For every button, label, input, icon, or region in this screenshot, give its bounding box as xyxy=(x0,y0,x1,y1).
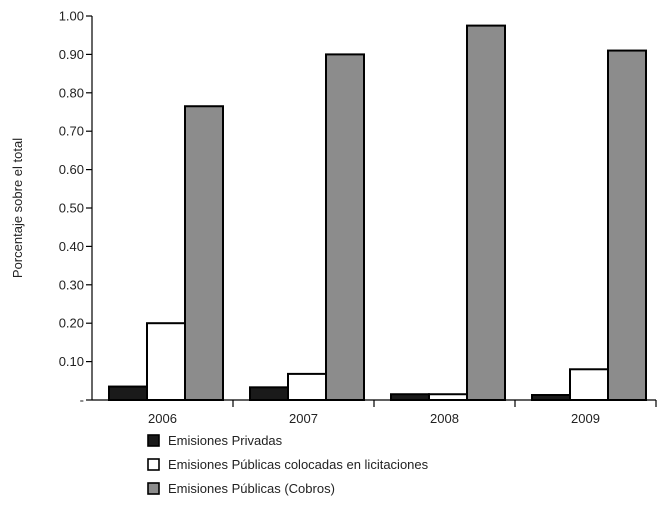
bar-emisiones-p-blicas-cobros--2008 xyxy=(466,24,506,401)
y-axis-title: Porcentaje sobre el total xyxy=(10,138,25,278)
y-axis-ticks: - 0.10 0.20 0.30 0.40 0.50 0.60 0.70 0.80 0.90 1.0… xyxy=(59,9,92,408)
y-tick-label: 0.60 xyxy=(59,162,84,177)
x-tick-label: 2006 xyxy=(148,411,177,426)
legend-swatch xyxy=(147,482,160,495)
bar-emisiones-privadas-2006 xyxy=(108,385,148,401)
bar-emisiones-p-blicas-colocadas-en-licitaciones-2007 xyxy=(287,372,327,401)
y-tick-label: 0.80 xyxy=(59,85,84,100)
y-tick-label: 0.20 xyxy=(59,316,84,331)
legend-label: Emisiones Públicas (Cobros) xyxy=(168,481,335,496)
bar-emisiones-p-blicas-cobros--2006 xyxy=(184,105,224,402)
legend-swatch xyxy=(147,458,160,471)
x-axis-ticks: 2006 2007 2008 2009 xyxy=(148,400,657,426)
x-tick-label: 2008 xyxy=(430,411,459,426)
bar-emisiones-p-blicas-cobros--2007 xyxy=(325,53,365,402)
y-tick-label: 0.50 xyxy=(59,201,84,216)
bar-emisiones-privadas-2007 xyxy=(249,386,289,402)
bar-emisiones-p-blicas-cobros--2009 xyxy=(607,49,647,402)
bars xyxy=(108,24,647,402)
legend: Emisiones Privadas Emisiones Públicas col… xyxy=(147,433,429,496)
y-tick-label: 0.70 xyxy=(59,124,84,139)
y-tick-label: 0.40 xyxy=(59,239,84,254)
legend-swatch xyxy=(147,434,160,447)
legend-label: Emisiones Públicas colocadas en licitaci… xyxy=(168,457,429,472)
y-tick-label: 0.30 xyxy=(59,277,84,292)
bar-emisiones-privadas-2008 xyxy=(390,393,430,401)
bar-emisiones-p-blicas-colocadas-en-licitaciones-2009 xyxy=(569,368,609,401)
x-tick-label: 2007 xyxy=(289,411,318,426)
y-tick-label: 0.90 xyxy=(59,47,84,62)
y-tick-label: 1.00 xyxy=(59,9,84,24)
bar-emisiones-p-blicas-colocadas-en-licitaciones-2008 xyxy=(428,393,468,401)
bar-emisiones-p-blicas-colocadas-en-licitaciones-2006 xyxy=(146,322,186,402)
y-tick-label: - xyxy=(80,393,84,408)
bar-emisiones-privadas-2009 xyxy=(531,394,571,401)
legend-label: Emisiones Privadas xyxy=(168,433,283,448)
x-tick-label: 2009 xyxy=(571,411,600,426)
y-tick-label: 0.10 xyxy=(59,354,84,369)
